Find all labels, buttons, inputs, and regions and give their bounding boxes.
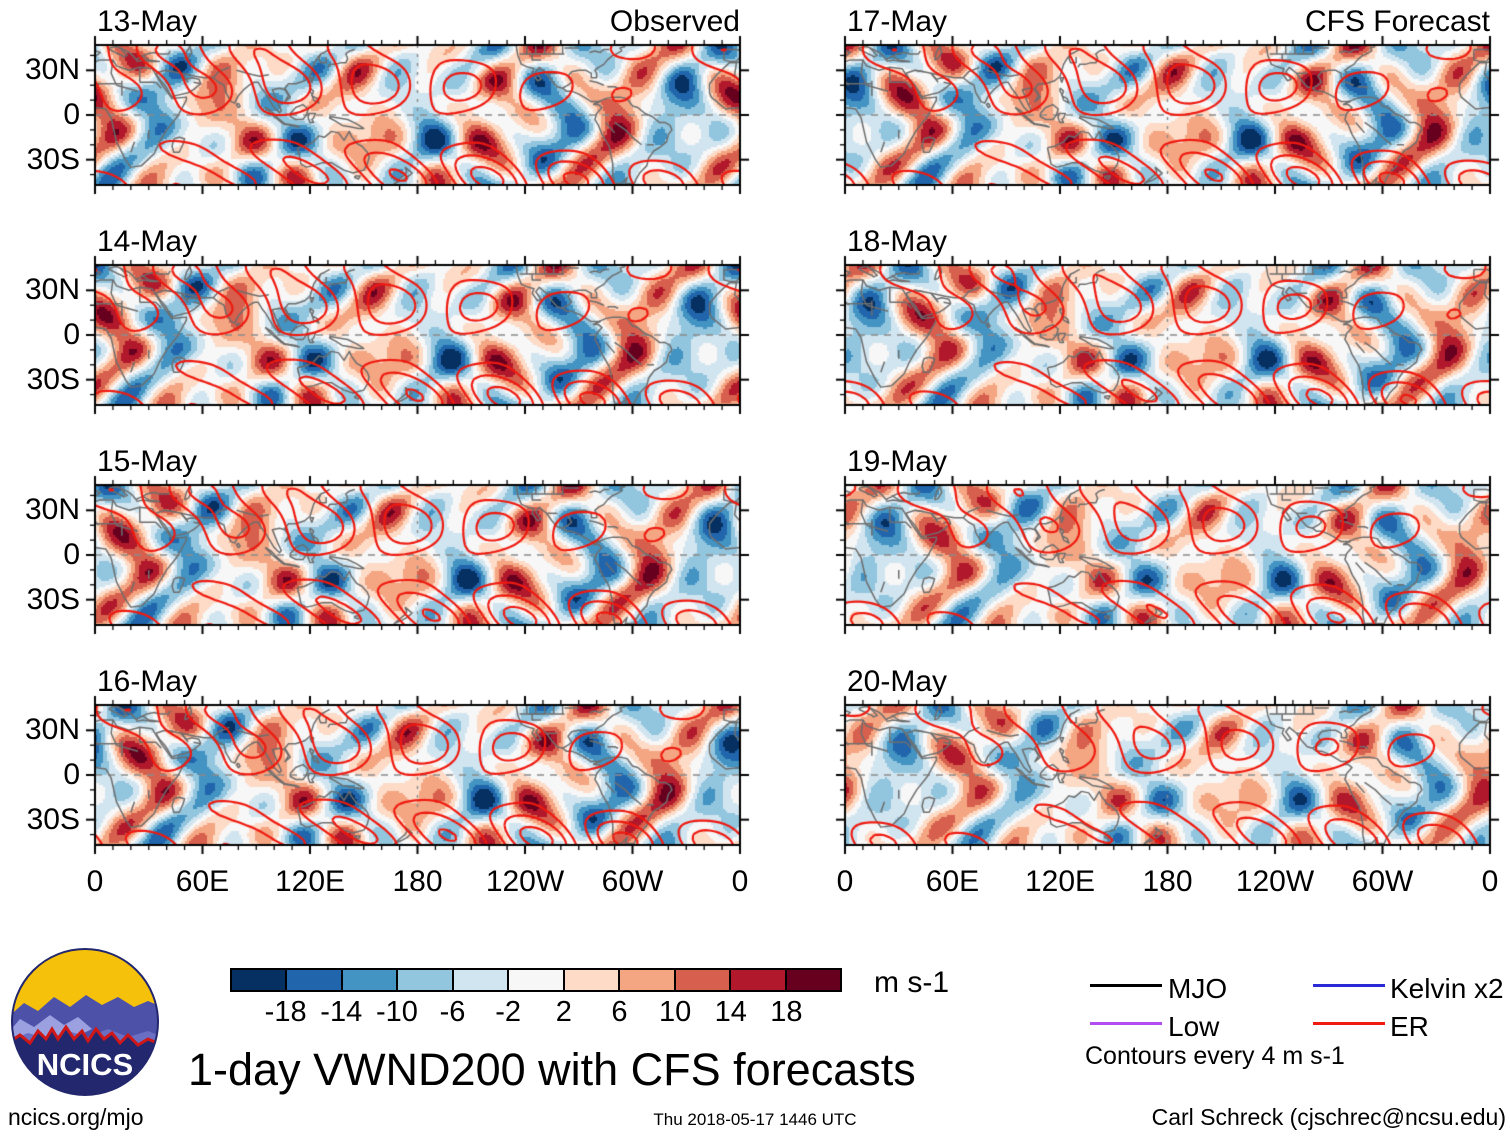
ytick-label-0: 0 — [63, 758, 80, 791]
xtick-label-180-3: 180 — [1142, 865, 1193, 898]
cfs-forecast-label: CFS Forecast — [1304, 5, 1490, 38]
colorbar-cell-6 — [562, 970, 619, 990]
colorbar-tick-14: 14 — [714, 996, 747, 1028]
xtick-label-60W-5: 60W — [1351, 865, 1414, 898]
colorbar-cell-10 — [784, 970, 840, 990]
legend-label-mjo: MJO — [1168, 973, 1228, 1004]
colorbar-cell-1 — [285, 970, 341, 990]
map-panel-16-May — [85, 695, 750, 855]
legend-label-low: Low — [1168, 1011, 1220, 1042]
colorbar-tick-10: 10 — [658, 996, 692, 1028]
map-panel-17-May — [835, 35, 1500, 195]
panel-date-17-May: 17-May — [847, 5, 948, 38]
colorbar-tick--10: -10 — [375, 996, 418, 1028]
ytick-label-30N: 30N — [24, 713, 80, 747]
colorbar-cell-0 — [232, 970, 286, 990]
logo-ring — [11, 948, 159, 1096]
panel-date-15-May: 15-May — [97, 445, 198, 478]
observed-label: Observed — [609, 5, 740, 38]
colorbar-tick--6: -6 — [439, 996, 466, 1028]
panel-date-13-May: 13-May — [97, 5, 198, 38]
logo-text: NCICS — [37, 1047, 133, 1082]
map-panel-19-May — [835, 475, 1500, 635]
xtick-label-120W-4: 120W — [485, 865, 565, 898]
colorbar-tick--2: -2 — [495, 996, 522, 1028]
legend-line-low — [1090, 1022, 1162, 1025]
footer-url: ncics.org/mjo — [8, 1104, 144, 1130]
colorbar-cell-5 — [507, 970, 563, 990]
colorbar-tick-18: 18 — [770, 996, 803, 1028]
logo-art: NCICS — [12, 949, 158, 1095]
ncics-logo: NCICS — [11, 948, 159, 1096]
panel-date-19-May: 19-May — [847, 445, 948, 478]
xtick-label-0-0: 0 — [836, 865, 854, 898]
map-panel-15-May — [85, 475, 750, 635]
map-panel-20-May — [835, 695, 1500, 855]
xtick-label-0-0: 0 — [86, 865, 104, 898]
footer-timestamp: Thu 2018-05-17 1446 UTC — [653, 1110, 857, 1129]
panel-date-18-May: 18-May — [847, 225, 948, 258]
map-panel-14-May — [85, 255, 750, 415]
colorbar-units: m s-1 — [874, 966, 949, 999]
footer-author: Carl Schreck (cjschrec@ncsu.edu) — [1151, 1104, 1506, 1130]
legend-line-mjo — [1090, 984, 1162, 987]
panel-date-20-May: 20-May — [847, 665, 948, 698]
colorbar-cell-8 — [673, 970, 730, 990]
ytick-label-0: 0 — [63, 538, 80, 571]
colorbar — [230, 968, 842, 992]
logo-base — [12, 1027, 158, 1095]
xtick-label-60W-5: 60W — [601, 865, 664, 898]
panel-date-14-May: 14-May — [97, 225, 198, 258]
xtick-label-60E-1: 60E — [175, 865, 230, 898]
legend-label-kelvin-x2: Kelvin x2 — [1390, 973, 1504, 1004]
ytick-label-0: 0 — [63, 318, 80, 351]
legend-line-kelvin-x2 — [1313, 984, 1385, 987]
legend-label-er: ER — [1390, 1011, 1429, 1042]
figure-title: 1-day VWND200 with CFS forecasts — [188, 1044, 916, 1095]
xtick-label-120W-4: 120W — [1235, 865, 1315, 898]
colorbar-tick--18: -18 — [264, 996, 307, 1028]
ytick-label-0: 0 — [63, 98, 80, 131]
colorbar-cell-4 — [451, 970, 508, 990]
ytick-label-30N: 30N — [24, 493, 80, 527]
map-panel-13-May — [85, 35, 750, 195]
ytick-label-30S: 30S — [26, 142, 80, 176]
xtick-label-180-3: 180 — [392, 865, 443, 898]
ytick-label-30N: 30N — [24, 273, 80, 307]
colorbar-cell-3 — [396, 970, 452, 990]
ytick-label-30N: 30N — [24, 53, 80, 87]
colorbar-cell-9 — [729, 970, 785, 990]
legend-line-er — [1313, 1022, 1385, 1025]
colorbar-tick-6: 6 — [611, 996, 628, 1028]
ytick-label-30S: 30S — [26, 362, 80, 396]
ytick-label-30S: 30S — [26, 582, 80, 616]
logo-red-line — [12, 1024, 158, 1047]
xtick-label-120E-2: 120E — [1024, 865, 1096, 898]
legend-contour-note: Contours every 4 m s-1 — [1085, 1042, 1345, 1070]
xtick-label-60E-1: 60E — [925, 865, 980, 898]
panel-date-16-May: 16-May — [97, 665, 198, 698]
colorbar-cell-2 — [340, 970, 397, 990]
xtick-label-0-6: 0 — [731, 865, 749, 898]
map-panel-18-May — [835, 255, 1500, 415]
xtick-label-120E-2: 120E — [274, 865, 346, 898]
xtick-label-0-6: 0 — [1481, 865, 1499, 898]
colorbar-tick-2: 2 — [555, 996, 572, 1028]
ytick-label-30S: 30S — [26, 802, 80, 836]
colorbar-tick--14: -14 — [320, 996, 363, 1028]
colorbar-cell-7 — [618, 970, 674, 990]
